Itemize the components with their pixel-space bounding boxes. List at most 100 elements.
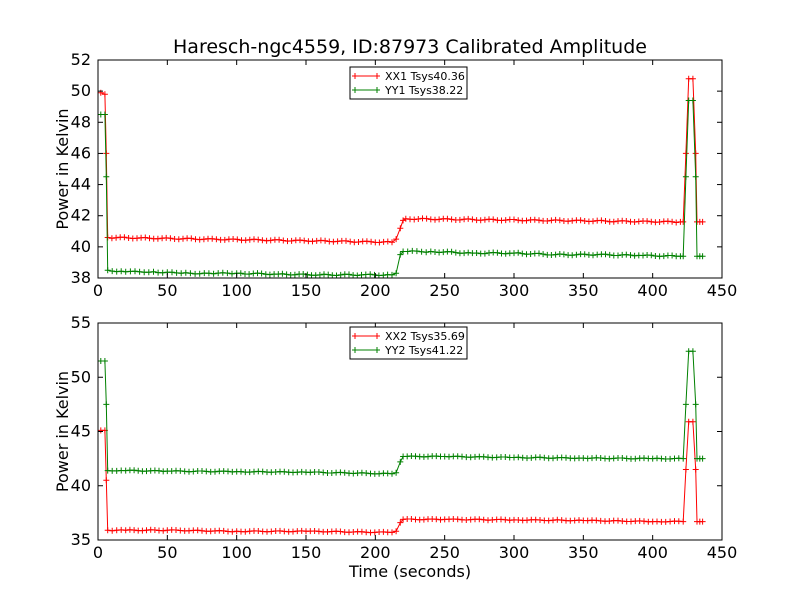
data-point	[656, 219, 663, 225]
data-point	[502, 217, 509, 224]
data-point	[150, 268, 157, 275]
data-point	[456, 216, 463, 223]
data-point	[276, 236, 283, 243]
data-point	[180, 235, 186, 242]
data-point	[444, 215, 451, 222]
data-point	[156, 467, 162, 474]
data-point	[389, 529, 395, 536]
data-point	[692, 150, 699, 157]
y-tick-label: 35	[71, 530, 91, 549]
data-point	[393, 236, 400, 243]
x-tick-label: 350	[568, 543, 599, 562]
x-tick-label: 350	[568, 281, 599, 300]
legend-entry: XX2 Tsys35.69	[385, 330, 465, 343]
data-point	[511, 216, 517, 223]
y-tick-label: 42	[71, 206, 91, 225]
data-point	[413, 248, 420, 255]
data-point	[325, 271, 332, 278]
data-point	[347, 238, 354, 245]
data-point	[397, 225, 404, 232]
data-point	[644, 218, 651, 225]
x-tick-label: 200	[360, 281, 391, 300]
data-point	[280, 237, 287, 244]
data-point	[682, 466, 689, 473]
data-point	[606, 251, 613, 258]
data-point	[337, 528, 344, 535]
x-tick-label: 50	[157, 543, 177, 562]
legend-marker	[352, 73, 380, 79]
data-point	[519, 250, 526, 257]
data-point	[196, 270, 203, 277]
data-point	[448, 216, 455, 223]
data-point	[581, 251, 588, 258]
y-axis-label: Power in Kelvin	[53, 371, 72, 492]
data-point	[682, 401, 689, 408]
data-point	[648, 252, 655, 259]
data-point	[200, 236, 207, 243]
data-point	[178, 270, 185, 277]
x-tick-label: 400	[637, 281, 668, 300]
data-point	[188, 235, 195, 242]
data-point	[389, 239, 395, 246]
data-point	[210, 270, 217, 277]
y-tick-label: 44	[71, 175, 91, 194]
data-point	[664, 218, 671, 225]
legend-frame	[349, 326, 468, 360]
data-point	[423, 249, 430, 256]
data-point	[224, 270, 231, 277]
data-point	[220, 527, 227, 534]
data-point	[699, 253, 706, 260]
data-point	[689, 418, 696, 425]
data-point	[623, 218, 630, 224]
data-point	[255, 236, 262, 243]
data-point	[536, 250, 542, 257]
data-point	[209, 235, 216, 242]
x-tick-label: 250	[429, 281, 460, 300]
y-tick-label: 48	[71, 112, 91, 131]
data-point	[610, 218, 617, 225]
y-tick-label: 50	[71, 81, 91, 100]
series-markers-xx	[97, 418, 706, 536]
legend-frame	[349, 66, 468, 100]
data-point	[355, 239, 362, 245]
data-point	[167, 235, 174, 242]
data-point	[101, 358, 108, 364]
data-point	[577, 217, 584, 224]
figure-title: Haresch-ngc4559, ID:87973 Calibrated Amp…	[173, 36, 647, 58]
data-point	[393, 469, 400, 476]
data-point	[169, 269, 175, 276]
data-point	[689, 75, 696, 82]
data-point	[384, 238, 391, 245]
data-point	[423, 215, 430, 222]
data-point	[689, 97, 696, 104]
data-point	[660, 253, 667, 260]
x-tick-label: 450	[707, 281, 738, 300]
data-point	[397, 519, 404, 526]
data-point	[101, 91, 108, 98]
x-tick-label: 300	[499, 543, 530, 562]
data-point	[393, 270, 400, 277]
x-tick-label: 100	[221, 281, 252, 300]
data-point	[346, 271, 352, 278]
y-tick-label: 38	[71, 268, 91, 287]
data-point	[590, 218, 596, 225]
data-point	[515, 217, 522, 224]
data-point	[316, 271, 323, 278]
y-tick-label: 55	[71, 313, 91, 332]
data-point	[552, 251, 559, 258]
data-point	[415, 216, 422, 222]
data-point	[397, 458, 404, 465]
x-tick-label: 250	[429, 543, 460, 562]
y-tick-label: 52	[71, 50, 91, 69]
data-point	[376, 239, 383, 246]
x-tick-label: 300	[499, 281, 530, 300]
data-point	[573, 251, 580, 258]
x-tick-label: 200	[360, 543, 391, 562]
y-tick-label: 45	[71, 422, 91, 441]
data-point	[134, 235, 140, 242]
x-tick-label: 50	[157, 281, 177, 300]
data-point	[680, 253, 687, 260]
data-point	[689, 348, 696, 355]
data-point	[389, 271, 395, 278]
